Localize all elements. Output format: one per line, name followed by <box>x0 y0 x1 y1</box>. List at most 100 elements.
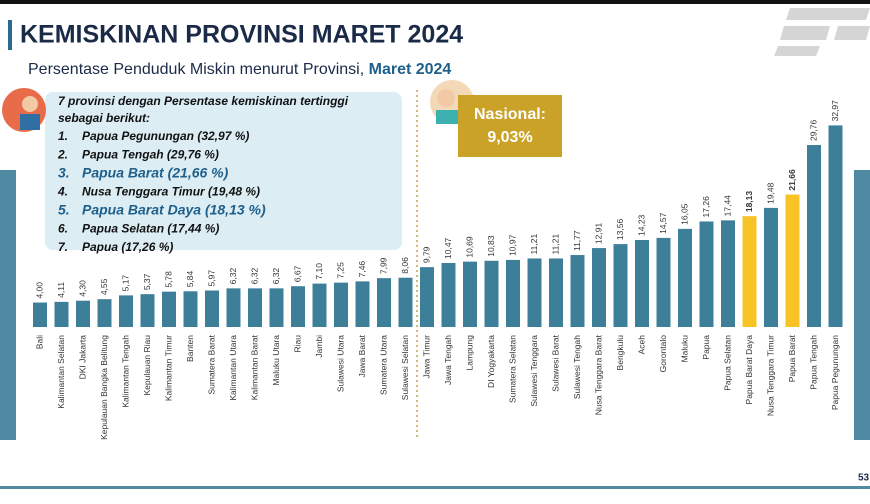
bar <box>613 244 628 327</box>
annotation-item: Papua Barat Daya (18,13 %) <box>82 202 266 218</box>
top-bar <box>0 0 870 4</box>
bar <box>377 278 391 327</box>
value-label: 6,67 <box>292 265 302 282</box>
annotation-number: 7. <box>58 240 68 254</box>
value-label: 6,32 <box>249 268 259 285</box>
bar <box>678 228 692 327</box>
bar <box>33 302 47 327</box>
x-tick-label: Sumatera Selatan <box>507 335 517 403</box>
value-label: 29,76 <box>808 119 818 141</box>
bar <box>248 288 262 327</box>
x-tick-label: Kalimantan Barat <box>249 334 259 400</box>
value-label: 7,99 <box>378 257 388 274</box>
x-tick-label: Kalimantan Utara <box>228 335 238 401</box>
bar <box>742 216 757 327</box>
x-tick-label: Sumatera Utara <box>378 335 388 395</box>
bar <box>312 283 327 327</box>
x-tick-label: Gorontalo <box>658 335 668 373</box>
subtitle: Persentase Penduduk Miskin menurut Provi… <box>28 61 451 78</box>
x-tick-label: Nusa Tenggara Timur <box>765 335 775 416</box>
value-label: 17,44 <box>722 195 732 217</box>
value-label: 16,05 <box>679 203 689 225</box>
x-tick-label: Riau <box>292 335 302 353</box>
chart-title: KEMISKINAN PROVINSI MARET 2024 <box>20 21 463 49</box>
bar <box>441 262 456 327</box>
annotation-number: 1. <box>58 129 68 143</box>
annotation-heading: sebagai berikut: <box>58 111 150 125</box>
bar <box>592 248 606 327</box>
value-label: 5,37 <box>142 273 152 290</box>
bar <box>764 207 778 327</box>
bar <box>699 221 714 327</box>
bar <box>527 258 542 327</box>
x-tick-label: Kepulauan Riau <box>142 335 152 396</box>
value-label: 11,21 <box>550 234 560 255</box>
national-value: 9,03% <box>487 129 532 146</box>
value-label: 5,97 <box>206 270 216 287</box>
bar <box>635 239 649 327</box>
bar <box>226 288 241 327</box>
x-tick-label: Papua Selatan <box>722 335 732 391</box>
bar <box>119 295 133 327</box>
x-tick-label: Papua Pegunungan <box>830 335 840 410</box>
value-label: 14,23 <box>636 214 646 236</box>
bar <box>355 281 370 327</box>
annotation-item: Papua (17,26 %) <box>82 240 173 254</box>
bar <box>549 258 563 327</box>
x-tick-label: Sulawesi Tenggara <box>529 335 539 407</box>
annotation-box <box>45 92 402 250</box>
x-tick-label: Nusa Tenggara Barat <box>593 334 603 415</box>
annotation-number: 6. <box>58 222 68 236</box>
bar <box>76 300 90 327</box>
value-label: 6,32 <box>271 268 281 285</box>
title-accent <box>8 20 12 50</box>
value-label: 21,66 <box>787 169 797 191</box>
value-label: 6,32 <box>228 268 238 285</box>
value-label: 4,30 <box>77 280 87 297</box>
value-label: 11,77 <box>572 230 582 251</box>
value-label: 10,69 <box>464 236 474 258</box>
x-tick-label: Kalimantan Selatan <box>56 335 66 409</box>
bar <box>140 294 155 327</box>
subtitle-highlight: Maret 2024 <box>369 61 452 78</box>
bar <box>721 220 735 327</box>
bar <box>54 301 69 327</box>
national-label: Nasional: <box>474 106 546 123</box>
annotation-item: Nusa Tenggara Timur (19,48 %) <box>82 185 260 199</box>
bar <box>828 125 843 327</box>
logo <box>774 8 870 56</box>
x-tick-label: Lampung <box>464 335 474 371</box>
x-tick-label: Papua Tengah <box>808 335 818 390</box>
x-tick-label: Papua Barat Daya <box>744 335 754 405</box>
bar <box>785 194 800 327</box>
bar <box>656 237 671 327</box>
value-label: 5,17 <box>120 275 130 292</box>
x-tick-label: Bengkulu <box>615 335 625 371</box>
x-tick-label: Kalimantan Timur <box>163 335 173 401</box>
bar <box>570 255 585 327</box>
x-tick-label: Sumatera Barat <box>206 334 216 394</box>
annotation-item: Papua Barat (21,66 %) <box>82 165 229 181</box>
x-tick-label: Maluku <box>679 335 689 363</box>
x-tick-label: Aceh <box>636 335 646 355</box>
x-tick-label: DI Yogyakarta <box>486 335 496 388</box>
x-tick-label: Jawa Timur <box>421 335 431 379</box>
value-label: 4,11 <box>56 282 66 298</box>
x-tick-label: Sulawesi Barat <box>550 334 560 391</box>
bar <box>205 290 219 327</box>
annotation-number: 3. <box>58 165 70 181</box>
value-label: 13,56 <box>615 219 625 241</box>
x-tick-label: Sulawesi Utara <box>335 335 345 392</box>
bar <box>463 261 477 327</box>
value-label: 17,26 <box>701 196 711 218</box>
bar <box>334 282 348 327</box>
annotation-number: 5. <box>58 202 70 218</box>
value-label: 32,97 <box>830 100 840 122</box>
x-tick-label: Kalimantan Tengah <box>120 335 130 408</box>
x-tick-label: Jawa Tengah <box>443 335 453 385</box>
x-tick-label: Papua Barat <box>787 334 797 382</box>
x-tick-label: Papua <box>701 335 711 360</box>
x-tick-label: Sulawesi Selatan <box>400 335 410 400</box>
value-label: 14,57 <box>658 212 668 234</box>
